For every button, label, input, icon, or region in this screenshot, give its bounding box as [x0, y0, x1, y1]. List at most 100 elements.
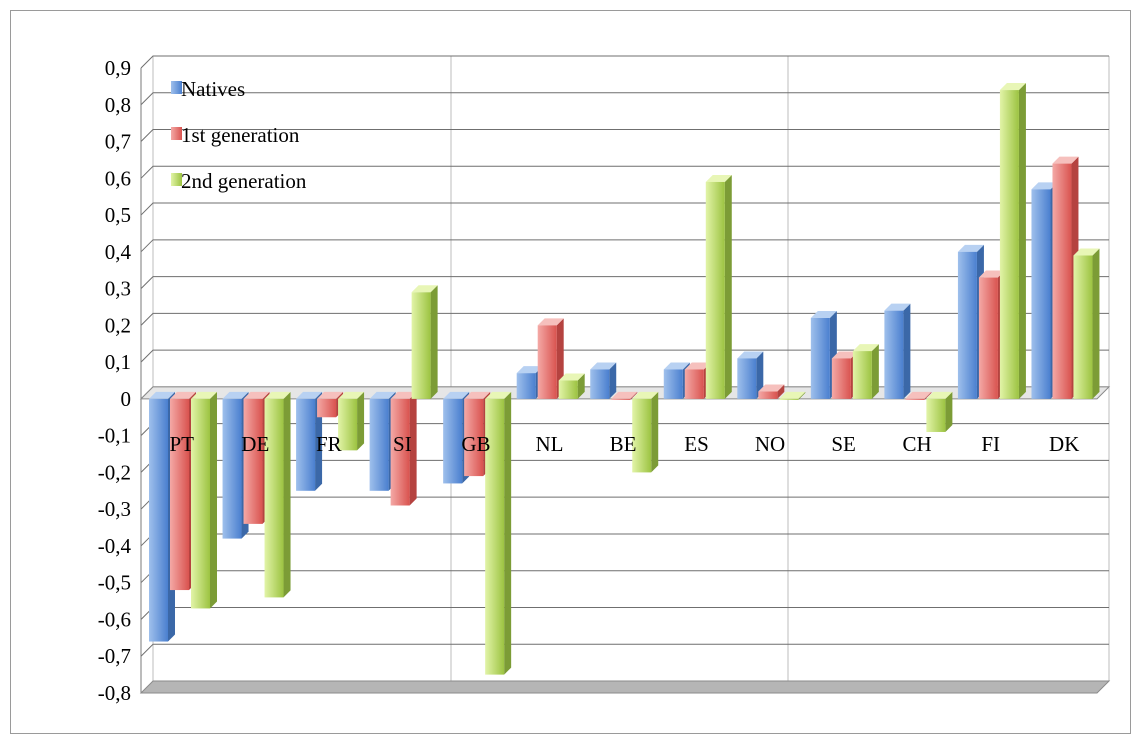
bar-top: [663, 362, 690, 370]
bar-side: [409, 391, 417, 506]
floor: [139, 680, 1111, 694]
bar-no-2: [779, 391, 806, 400]
bar-de-2: [264, 391, 291, 598]
bar-front: [243, 398, 263, 524]
bar-ch-0: [884, 303, 911, 399]
bar-front: [978, 277, 998, 399]
bar-top: [705, 174, 732, 182]
y-tick-label: -0,2: [98, 460, 131, 484]
gridline: [140, 55, 1109, 69]
bar-se-0: [810, 311, 837, 399]
bar-front: [296, 398, 316, 491]
bar-side: [1092, 248, 1100, 399]
y-tick-label: 0,9: [105, 56, 131, 80]
y-tick-label: -0,3: [98, 497, 131, 521]
bar-pt-2: [191, 391, 217, 609]
legend-swatch: [171, 127, 182, 140]
bar-front: [779, 398, 799, 400]
bar-front: [926, 398, 946, 432]
category-label: SE: [831, 432, 856, 456]
gridline: [140, 606, 1109, 620]
legend-item: 2nd generation: [171, 169, 307, 193]
bar-ch-1: [905, 391, 932, 400]
legend-label: 2nd generation: [181, 169, 307, 193]
bar-front: [264, 398, 284, 598]
bar-top: [369, 391, 396, 399]
y-tick-label: -0,6: [98, 607, 131, 631]
legend-label: 1st generation: [181, 123, 300, 147]
y-tick-labels: 0,9 0,8 0,7 0,6 0,5 0,4 0,3 0,2 0,1 0 -0,1 -0,2 -0,3…: [98, 56, 132, 705]
y-tick-label: 0,1: [105, 350, 131, 374]
gridline: [140, 165, 1109, 179]
bar-side: [577, 373, 585, 399]
bar-be-1: [611, 391, 638, 400]
bar-side: [357, 391, 365, 451]
bar-front: [663, 369, 683, 399]
legend-label: Natives: [181, 77, 245, 101]
bar-front: [1073, 255, 1093, 399]
bar-side: [609, 362, 617, 399]
bar-top: [1073, 248, 1100, 256]
bar-side: [924, 391, 932, 400]
bar-top: [684, 362, 711, 370]
bar-front: [852, 351, 872, 399]
bar-top: [758, 384, 785, 392]
bar-top: [926, 391, 953, 399]
bar-top: [1052, 156, 1079, 164]
bar-chart: 0,9 0,8 0,7 0,6 0,5 0,4 0,3 0,2 0,1 0 -0,1 -0,2 -0,3…: [98, 55, 1111, 705]
bar-top: [884, 303, 911, 311]
bar-front: [684, 369, 704, 399]
bar-front: [999, 90, 1019, 399]
bar-side: [756, 351, 764, 399]
gridline: [140, 129, 1109, 142]
legend-swatch: [171, 81, 182, 94]
y-tick-label: 0,4: [105, 240, 132, 264]
bar-top: [779, 391, 806, 399]
bar-top: [957, 244, 984, 252]
y-tick-label: 0,3: [105, 277, 131, 301]
y-tick-label: -0,1: [98, 424, 131, 448]
bar-side: [651, 391, 659, 473]
bar-front: [905, 398, 925, 400]
bar-front: [191, 398, 210, 609]
category-label: ES: [684, 432, 709, 456]
gridline: [140, 92, 1109, 106]
bar-front: [957, 251, 977, 399]
bar-top: [149, 391, 175, 399]
bar-side: [945, 391, 953, 432]
category-label: FI: [981, 432, 1000, 456]
bar-top: [737, 351, 764, 359]
bar-front: [170, 398, 189, 591]
y-tick-label: 0,8: [105, 93, 131, 117]
bar-side: [630, 391, 638, 400]
bar-front: [590, 369, 610, 399]
y-tick-label: -0,4: [98, 534, 132, 558]
bar-gb-2: [485, 391, 512, 675]
bar-side: [210, 391, 217, 609]
y-tick-label: -0,7: [98, 644, 131, 668]
bar-top: [170, 391, 196, 399]
bar-front: [632, 398, 652, 473]
chart-frame: 0,9 0,8 0,7 0,6 0,5 0,4 0,3 0,2 0,1 0 -0,1 -0,2 -0,3…: [10, 10, 1131, 734]
bar-side: [504, 391, 512, 675]
bar-top: [317, 391, 344, 399]
bars: [149, 83, 1100, 675]
bar-be-2: [632, 391, 659, 473]
bar-top: [978, 270, 1005, 278]
legend-swatch: [171, 173, 182, 186]
y-tick-label: 0,5: [105, 203, 131, 227]
bar-si-1: [390, 391, 417, 506]
bar-front: [411, 292, 431, 399]
bar-front: [222, 398, 242, 539]
bar-es-1: [684, 362, 711, 399]
bar-top: [485, 391, 512, 399]
category-label: NO: [755, 432, 785, 456]
bar-top: [243, 391, 270, 399]
category-label: DE: [241, 432, 269, 456]
y-tick-label: -0,8: [98, 681, 131, 705]
bar-top: [411, 285, 438, 293]
bar-ch-2: [926, 391, 953, 432]
bar-gb-1: [464, 391, 491, 477]
category-label: NL: [535, 432, 563, 456]
legend-item: Natives: [171, 77, 245, 101]
